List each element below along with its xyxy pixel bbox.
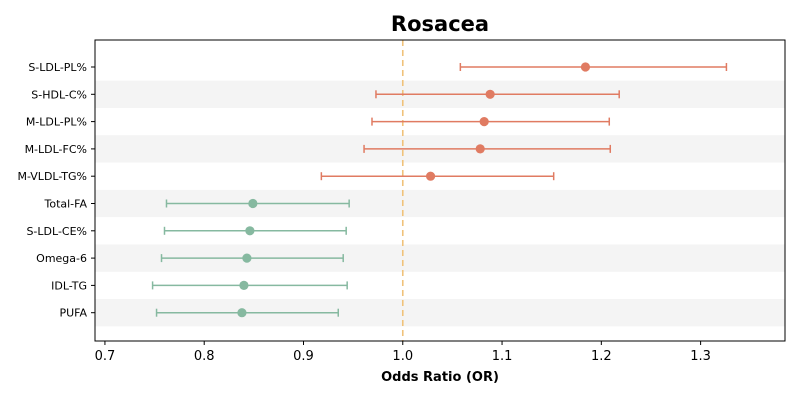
y-tick-label: M-LDL-FC% xyxy=(25,143,87,156)
x-tick-label: 0.9 xyxy=(293,349,314,364)
point-estimate xyxy=(239,280,249,290)
x-tick-label: 0.8 xyxy=(194,349,215,364)
y-tick-label: M-LDL-PL% xyxy=(26,116,87,129)
point-estimate xyxy=(485,89,495,99)
x-tick-label: 0.7 xyxy=(95,349,116,364)
point-estimate xyxy=(237,308,247,318)
y-axis: S-LDL-PL% S-HDL-C% M-LDL-PL% M-LDL-FC% M-VLD… xyxy=(17,61,95,320)
point-estimate xyxy=(425,171,436,181)
y-tick-label: Total-FA xyxy=(43,198,87,211)
point-estimate xyxy=(479,117,489,127)
y-tick-label: M-VLDL-TG% xyxy=(17,170,87,183)
point-estimate xyxy=(248,198,258,209)
chart-title: Rosacea xyxy=(391,12,489,36)
y-tick-label: S-LDL-PL% xyxy=(28,61,87,74)
point-estimate xyxy=(245,226,255,236)
point-estimates xyxy=(237,62,591,318)
y-tick-label: S-HDL-C% xyxy=(31,88,87,101)
point-estimate xyxy=(242,253,252,263)
y-tick-label: Omega-6 xyxy=(36,252,87,265)
y-tick-label: IDL-TG xyxy=(51,279,87,292)
y-tick-label: PUFA xyxy=(59,307,87,320)
point-estimate xyxy=(475,144,485,154)
x-tick-label: 1.0 xyxy=(392,349,413,364)
point-estimate xyxy=(580,62,591,72)
error-bars xyxy=(151,63,728,317)
x-axis-label: Odds Ratio (OR) xyxy=(381,370,499,385)
plot-frame xyxy=(94,39,786,342)
x-tick-label: 1.1 xyxy=(492,349,513,364)
y-tick-label: S-LDL-CE% xyxy=(26,225,87,238)
x-tick-label: 1.3 xyxy=(690,349,711,364)
x-tick-label: 1.2 xyxy=(591,349,612,364)
x-axis: 0.7 0.8 0.9 1.0 1.1 1.2 1.3 xyxy=(95,341,711,364)
